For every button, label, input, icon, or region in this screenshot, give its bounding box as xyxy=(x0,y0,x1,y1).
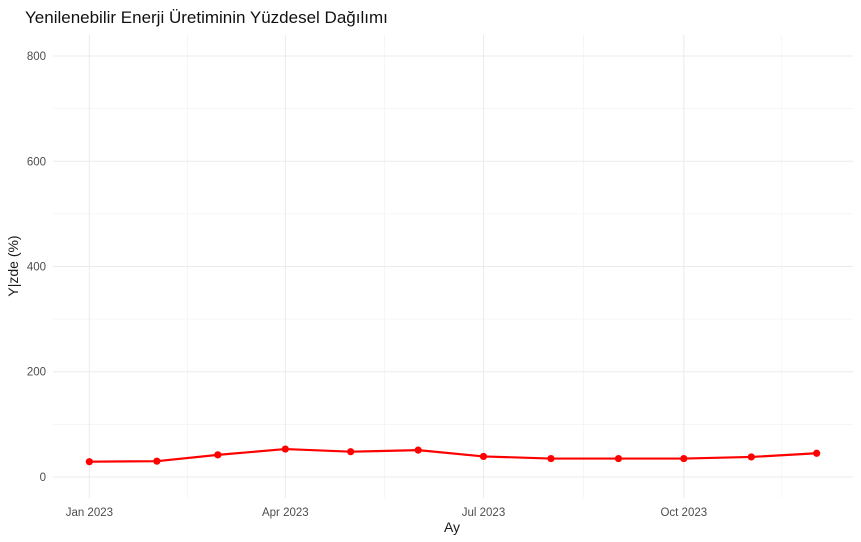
data-point xyxy=(813,449,821,457)
y-tick-label: 0 xyxy=(40,472,46,484)
series-line xyxy=(89,447,817,463)
x-axis-title: Ay xyxy=(444,519,460,535)
data-point xyxy=(414,446,422,454)
y-axis-title: Y|zde (%) xyxy=(5,235,21,296)
grid xyxy=(53,35,853,498)
data-point xyxy=(214,451,222,459)
series-layer xyxy=(85,445,821,466)
chart-title: Yenilenebilir Enerji Üretiminin Yüzdesel… xyxy=(25,8,388,27)
x-tick-label: Jan 2023 xyxy=(66,507,113,519)
data-point xyxy=(85,458,93,466)
data-point xyxy=(479,452,488,461)
tick-labels: 0 200 400 600 800 Jan 2023 Apr 2023 Jul 2023 Oct… xyxy=(27,51,707,519)
data-point xyxy=(747,453,755,461)
data-point xyxy=(347,448,355,456)
data-point xyxy=(614,454,623,463)
y-tick-label: 200 xyxy=(27,367,46,379)
x-tick-label: Apr 2023 xyxy=(262,507,309,519)
data-point xyxy=(281,445,289,453)
data-point xyxy=(547,454,555,463)
y-tick-label: 600 xyxy=(27,156,46,168)
y-tick-label: 400 xyxy=(27,262,46,274)
x-tick-label: Jul 2023 xyxy=(462,507,505,519)
y-tick-label: 800 xyxy=(27,51,46,63)
data-point xyxy=(680,454,688,463)
data-point xyxy=(153,457,161,465)
x-tick-label: Oct 2023 xyxy=(660,507,707,519)
